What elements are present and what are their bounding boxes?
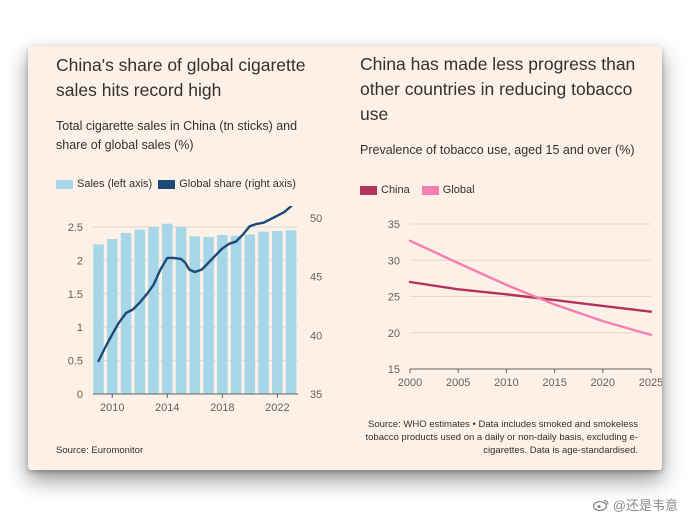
left-chart-subtitle: Total cigarette sales in China (tn stick… <box>56 119 298 152</box>
y-tick-label-left: 0 <box>77 389 83 401</box>
legend-china-label: China <box>381 184 410 196</box>
sales-bar <box>258 231 269 394</box>
x-tick-label: 2010 <box>494 377 518 389</box>
sales-bar <box>107 239 118 394</box>
sales-bar <box>148 227 159 394</box>
sales-bar <box>217 235 228 394</box>
y-tick-label: 25 <box>388 292 400 304</box>
legend-share-label: Global share (right axis) <box>179 178 296 190</box>
weibo-icon <box>592 499 609 511</box>
sales-bar <box>203 237 214 394</box>
sales-bar <box>162 223 173 394</box>
sales-bar <box>175 227 187 394</box>
x-tick-label: 2010 <box>100 402 124 414</box>
x-tick-label: 2020 <box>591 377 615 389</box>
y-tick-label-left: 2 <box>77 255 83 267</box>
legend-sales-label: Sales (left axis) <box>77 178 153 190</box>
y-tick-label-right: 45 <box>310 272 322 284</box>
left-source: Source: Euromonitor <box>56 445 144 456</box>
legend-global-label: Global <box>442 184 475 196</box>
y-tick-label-right: 50 <box>310 213 322 225</box>
left-legend: Sales (left axis) Global share (right ax… <box>56 178 296 190</box>
sales-bar <box>93 244 104 394</box>
x-tick-label: 2025 <box>639 377 662 389</box>
y-tick-label-left: 1.5 <box>68 289 83 301</box>
chart-card: China's share of global cigarette sales … <box>28 46 662 470</box>
y-tick-label-right: 40 <box>310 330 322 342</box>
sales-swatch <box>56 179 73 189</box>
watermark: @还是韦意 <box>592 495 678 514</box>
sales-bar <box>272 231 283 394</box>
x-tick-label: 2000 <box>398 377 422 389</box>
sales-bar <box>244 234 256 394</box>
china-line <box>408 280 653 313</box>
global-share-line <box>97 206 293 363</box>
x-tick-label: 2005 <box>446 377 470 389</box>
y-tick-label: 20 <box>388 328 400 340</box>
y-tick-label: 15 <box>388 364 400 376</box>
left-chart-plot: 0 0.5 1 1.5 2 2.5 35 40 45 50 2010 2014 2018 2022 <box>68 206 322 414</box>
x-tick-label: 2022 <box>265 402 289 414</box>
y-tick-label: 30 <box>388 255 400 267</box>
share-swatch <box>158 179 176 189</box>
sales-bar <box>189 236 201 394</box>
sales-bar <box>230 235 242 394</box>
sales-bar <box>134 229 146 394</box>
global-swatch <box>421 185 439 195</box>
y-tick-label-right: 35 <box>310 389 322 401</box>
y-tick-label-left: 2.5 <box>68 222 83 234</box>
x-tick-label: 2015 <box>542 377 566 389</box>
watermark-text: @还是韦意 <box>612 498 678 513</box>
y-tick-label: 35 <box>388 219 400 231</box>
x-tick-label: 2014 <box>155 402 179 414</box>
sales-bar <box>285 230 297 394</box>
y-tick-label-left: 0.5 <box>68 356 83 368</box>
global-line <box>408 239 653 337</box>
right-chart-subtitle: Prevalence of tobacco use, aged 15 and o… <box>360 143 635 157</box>
right-source: Source: WHO estimates • Data includes sm… <box>365 419 639 456</box>
y-tick-label-left: 1 <box>77 322 83 334</box>
left-chart-title: China's share of global cigarette sales … <box>56 55 306 100</box>
right-chart-title: China has made less progress than other … <box>360 54 636 124</box>
x-tick-label: 2018 <box>210 402 234 414</box>
china-swatch <box>360 185 377 195</box>
right-legend: China Global <box>360 184 475 196</box>
